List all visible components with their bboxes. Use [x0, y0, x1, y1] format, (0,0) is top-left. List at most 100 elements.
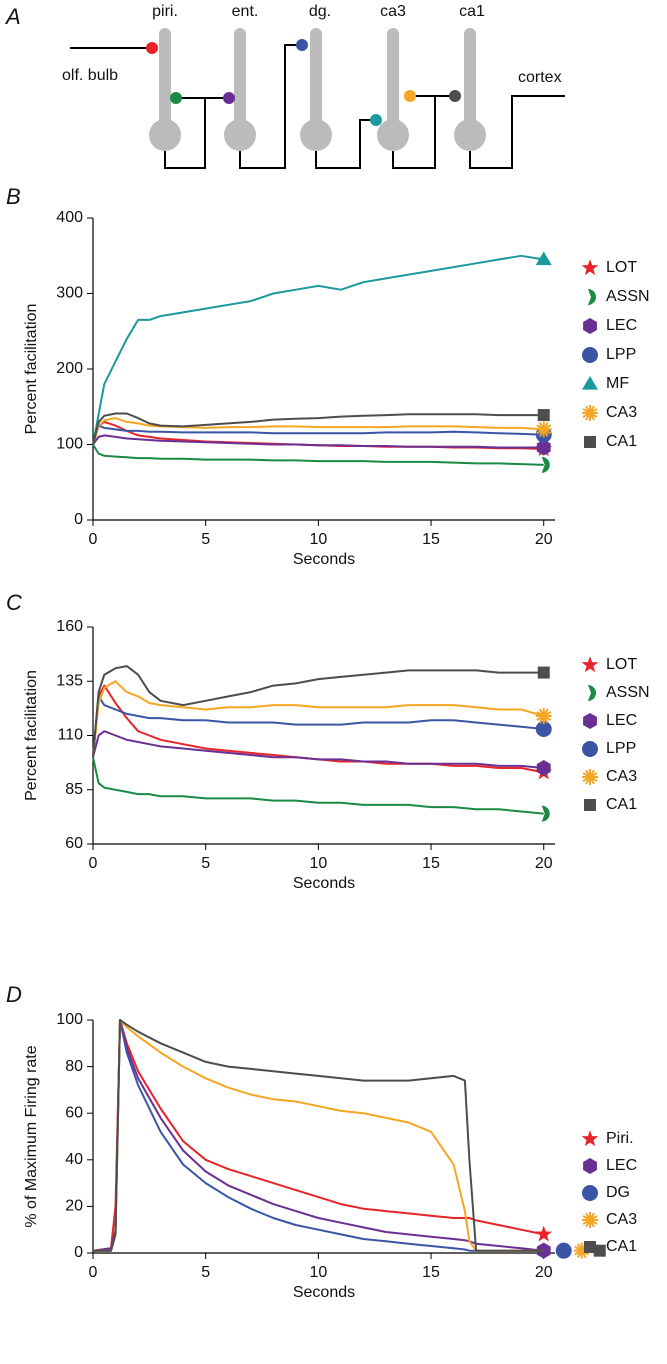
- x-axis-label: Seconds: [293, 551, 355, 568]
- x-tick-label: 15: [422, 855, 440, 872]
- end-marker: [573, 1242, 590, 1259]
- y-tick-label: 110: [57, 727, 83, 744]
- legend-label: CA1: [606, 1238, 637, 1255]
- end-marker: [535, 1225, 553, 1242]
- legend-marker: [582, 376, 598, 390]
- legend-label: LOT: [606, 656, 637, 673]
- end-marker: [537, 666, 550, 679]
- legend-marker: [582, 405, 598, 421]
- legend-label: LEC: [606, 712, 637, 729]
- series-line: [93, 1019, 544, 1252]
- series-line: [92, 695, 544, 758]
- legend-label: LPP: [606, 346, 636, 363]
- y-axis-label: Percent facilitation: [23, 670, 40, 801]
- legend-marker: [582, 1212, 598, 1228]
- end-marker: [535, 251, 552, 266]
- end-marker: [555, 1242, 572, 1259]
- legend-label: CA1: [606, 433, 637, 450]
- legend-marker: [581, 1130, 599, 1147]
- x-tick-label: 5: [201, 531, 210, 548]
- legend-marker: [582, 347, 598, 363]
- legend-label: LOT: [606, 259, 637, 276]
- series-line: [92, 443, 544, 466]
- node-label: ca3: [380, 3, 406, 20]
- legend-marker: [583, 318, 597, 334]
- end-marker: [535, 421, 552, 438]
- series-line: [92, 424, 544, 445]
- series-line: [92, 1019, 544, 1252]
- node-label: dg.: [309, 3, 331, 20]
- x-axis-label: Seconds: [293, 1284, 355, 1301]
- y-tick-label: 80: [65, 1058, 83, 1075]
- end-marker: [541, 456, 550, 473]
- output-label: cortex: [518, 69, 562, 86]
- y-tick-label: 40: [65, 1151, 83, 1168]
- panel-label: A: [4, 4, 21, 29]
- node-label: ca1: [459, 3, 485, 20]
- y-tick-label: 60: [65, 1104, 83, 1121]
- series-line: [92, 665, 544, 758]
- end-marker: [536, 760, 551, 777]
- legend-marker: [582, 769, 598, 785]
- legend-label: LPP: [606, 740, 636, 757]
- panel-label: D: [6, 982, 22, 1007]
- series-line: [92, 1019, 544, 1252]
- legend-label: LEC: [606, 1157, 637, 1174]
- legend-marker: [588, 685, 596, 701]
- x-tick-label: 20: [535, 531, 553, 548]
- legend-label: LEC: [606, 317, 637, 334]
- legend-marker: [581, 259, 599, 276]
- x-tick-label: 15: [422, 531, 440, 548]
- legend-label: Piri.: [606, 1130, 634, 1147]
- y-tick-label: 0: [74, 1244, 83, 1261]
- x-tick-label: 0: [89, 531, 98, 548]
- y-tick-label: 160: [56, 618, 83, 635]
- legend-marker: [581, 656, 599, 673]
- y-tick-label: 20: [65, 1198, 83, 1215]
- x-tick-label: 5: [201, 855, 210, 872]
- series-line: [92, 254, 544, 445]
- legend-label: CA3: [606, 768, 637, 785]
- panel-label: B: [6, 184, 21, 209]
- x-tick-label: 0: [89, 855, 98, 872]
- legend-label: MF: [606, 375, 629, 392]
- y-tick-label: 100: [56, 436, 83, 453]
- node-label: piri.: [152, 3, 178, 20]
- x-axis-label: Seconds: [293, 875, 355, 892]
- legend-label: ASSN: [606, 288, 650, 305]
- end-marker: [535, 707, 552, 724]
- y-tick-label: 300: [56, 285, 83, 302]
- input-label: olf. bulb: [62, 67, 118, 84]
- legend-marker: [588, 289, 596, 305]
- series-line: [92, 730, 544, 769]
- end-marker: [537, 409, 550, 422]
- legend-marker: [584, 1241, 596, 1253]
- series-line: [92, 434, 544, 449]
- end-marker: [593, 1244, 606, 1257]
- series-line: [93, 1019, 544, 1252]
- series-line: [92, 684, 544, 774]
- y-tick-label: 0: [74, 511, 83, 528]
- legend-label: DG: [606, 1184, 630, 1201]
- node-label: ent.: [232, 3, 259, 20]
- end-marker: [535, 720, 552, 737]
- y-tick-label: 400: [56, 209, 83, 226]
- end-marker: [541, 805, 550, 822]
- x-tick-label: 20: [535, 855, 553, 872]
- legend-label: ASSN: [606, 684, 650, 701]
- y-tick-label: 60: [65, 835, 83, 852]
- series-line: [92, 412, 544, 445]
- y-axis-label: % of Maximum Firing rate: [23, 1045, 40, 1227]
- y-axis-label: Percent facilitation: [23, 304, 40, 435]
- y-tick-label: 200: [56, 360, 83, 377]
- series-line: [92, 756, 544, 815]
- end-marker: [536, 1242, 551, 1259]
- x-tick-label: 20: [535, 1264, 553, 1281]
- x-tick-label: 10: [309, 531, 327, 548]
- legend-marker: [584, 436, 596, 448]
- x-tick-label: 10: [309, 1264, 327, 1281]
- x-tick-label: 10: [309, 855, 327, 872]
- y-tick-label: 100: [56, 1011, 83, 1028]
- legend-label: CA3: [606, 1211, 637, 1228]
